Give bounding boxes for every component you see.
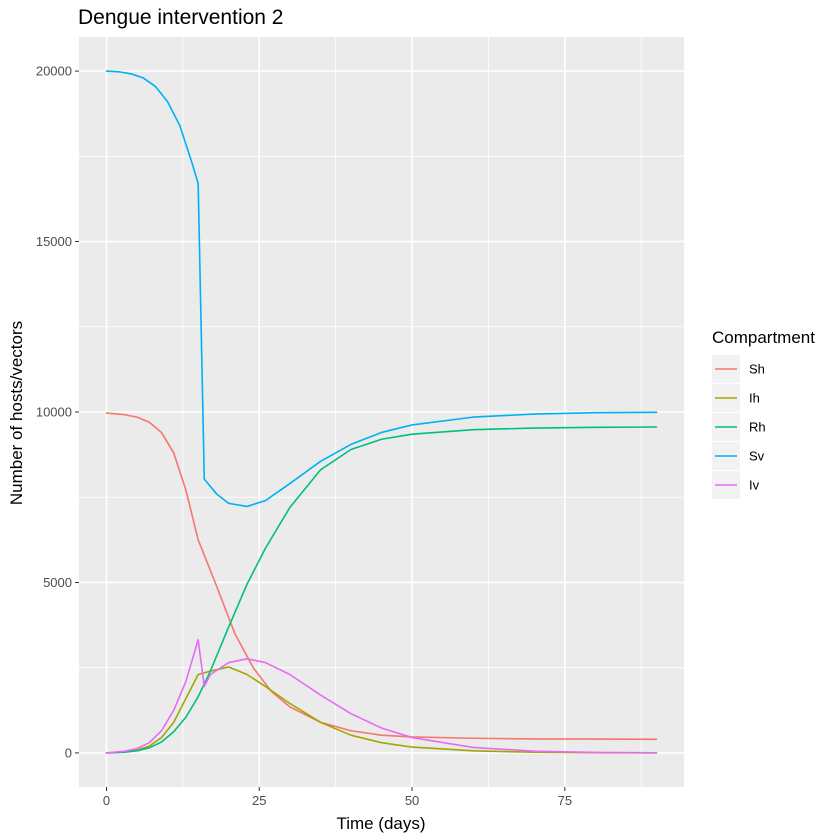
series-line-sh: [105, 412, 658, 741]
x-axis-title: Time (days): [336, 814, 425, 833]
x-axis: 0 25 50 75: [103, 787, 572, 808]
x-tick-label: 75: [558, 793, 572, 808]
series-line-ih: [105, 666, 658, 754]
legend-title: Compartment: [712, 328, 815, 347]
y-axis: 0 5000 10000 15000 20000: [36, 64, 79, 760]
y-tick-label: 0: [65, 745, 72, 760]
legend-label-iv: Iv: [749, 478, 760, 493]
x-tick-label: 50: [405, 793, 419, 808]
y-tick-label: 5000: [43, 575, 72, 590]
series-line-iv: [105, 638, 658, 754]
series-group: [105, 70, 658, 754]
legend: Compartment Sh Ih Rh Sv Iv: [712, 328, 815, 499]
y-tick-label: 20000: [36, 64, 72, 79]
series-line-rh: [105, 426, 658, 754]
legend-label-ih: Ih: [749, 391, 760, 406]
chart-title: Dengue intervention 2: [78, 6, 283, 29]
y-axis-title: Number of hosts/vectors: [7, 321, 26, 505]
legend-label-rh: Rh: [749, 420, 766, 435]
x-tick-label: 0: [103, 793, 110, 808]
legend-label-sv: Sv: [749, 449, 765, 464]
y-tick-label: 10000: [36, 405, 72, 420]
x-tick-label: 25: [252, 793, 266, 808]
series-line-sv: [105, 70, 658, 508]
legend-label-sh: Sh: [749, 362, 765, 377]
y-tick-label: 15000: [36, 234, 72, 249]
